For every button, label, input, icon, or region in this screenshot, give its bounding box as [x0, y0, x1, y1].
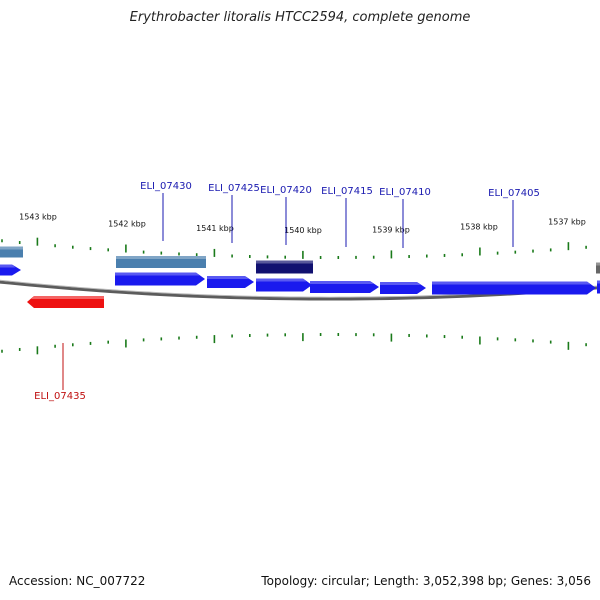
feature-shine	[256, 278, 307, 282]
feature-shine	[596, 262, 600, 266]
tick-label: 1541 kbp	[196, 224, 234, 233]
feature-shine	[116, 256, 206, 259]
feature-body	[0, 264, 21, 276]
feature-body	[256, 260, 313, 274]
rna-feature-right-edge	[596, 262, 600, 274]
gene-label-eli-07420: ELI_07420	[260, 185, 312, 245]
gene-label-text: ELI_07420	[260, 185, 312, 196]
gene-label-eli-07415: ELI_07415	[321, 186, 373, 247]
tick-row-outer: 1543 kbp 1542 kbp 1541 kbp 1540 kbp 1539 kbp…	[1, 213, 587, 259]
gene-label-layer: ELI_07430 ELI_07425 ELI_07420 ELI_07415 ELI_…	[34, 181, 540, 402]
feature-body	[596, 262, 600, 274]
tick-row-inner	[1, 333, 587, 355]
gene-label-text: ELI_07430	[140, 181, 192, 192]
cds-eli-07410	[380, 282, 426, 294]
gene-label-text: ELI_07435	[34, 391, 86, 402]
feature-shine	[380, 282, 421, 285]
accession-text: Accession: NC_007722	[9, 574, 146, 588]
feature-shine	[256, 260, 313, 264]
feature-body	[432, 281, 596, 295]
gene-label-eli-07430: ELI_07430	[140, 181, 192, 241]
genome-summary-text: Topology: circular; Length: 3,052,398 bp…	[261, 574, 591, 588]
feature-shine	[207, 276, 249, 279]
cds-eli-07435	[27, 296, 105, 308]
rna-feature-left-edge	[0, 246, 23, 258]
tick-label: 1539 kbp	[372, 225, 410, 234]
tick-label: 1538 kbp	[460, 223, 498, 232]
feature-shine	[115, 272, 200, 276]
tick-label: 1537 kbp	[548, 217, 586, 226]
feature-body	[207, 276, 254, 288]
feature-shine	[597, 280, 600, 284]
feature-body	[597, 280, 600, 294]
feature-body	[115, 272, 205, 286]
rna-feature-steel	[116, 256, 206, 268]
cds-forward-left-edge	[0, 264, 21, 276]
cds-eli-07430	[115, 272, 205, 286]
gene-label-eli-07435: ELI_07435	[34, 343, 86, 402]
gene-label-eli-07425: ELI_07425	[208, 183, 260, 243]
feature-body	[0, 246, 23, 258]
gene-label-text: ELI_07405	[488, 188, 540, 199]
feature-body	[256, 278, 312, 292]
feature-shine	[0, 246, 23, 250]
rna-feature-navy	[256, 260, 313, 274]
feature-track	[0, 246, 600, 308]
feature-shine	[310, 281, 374, 284]
tick-label: 1540 kbp	[284, 226, 322, 235]
cds-eli-07415	[310, 281, 379, 293]
cds-eli-07420	[256, 278, 312, 292]
cds-eli-07425	[207, 276, 254, 288]
feature-body	[27, 296, 104, 308]
cds-forward-right-edge	[597, 280, 600, 294]
gene-label-text: ELI_07415	[321, 186, 373, 197]
feature-shine	[31, 296, 105, 299]
map-title: Erythrobacter litoralis HTCC2594, comple…	[129, 10, 471, 25]
gene-label-eli-07405: ELI_07405	[488, 188, 540, 247]
tick-label: 1542 kbp	[108, 220, 146, 229]
gene-label-eli-07410: ELI_07410	[379, 187, 431, 248]
tick-label: 1543 kbp	[19, 213, 57, 222]
gene-label-text: ELI_07425	[208, 183, 260, 194]
feature-shine	[432, 281, 591, 285]
feature-body	[380, 282, 426, 294]
feature-shine	[0, 264, 16, 268]
cds-eli-07405	[432, 281, 596, 295]
gene-label-text: ELI_07410	[379, 187, 431, 198]
feature-body	[116, 256, 206, 268]
feature-body	[310, 281, 379, 293]
